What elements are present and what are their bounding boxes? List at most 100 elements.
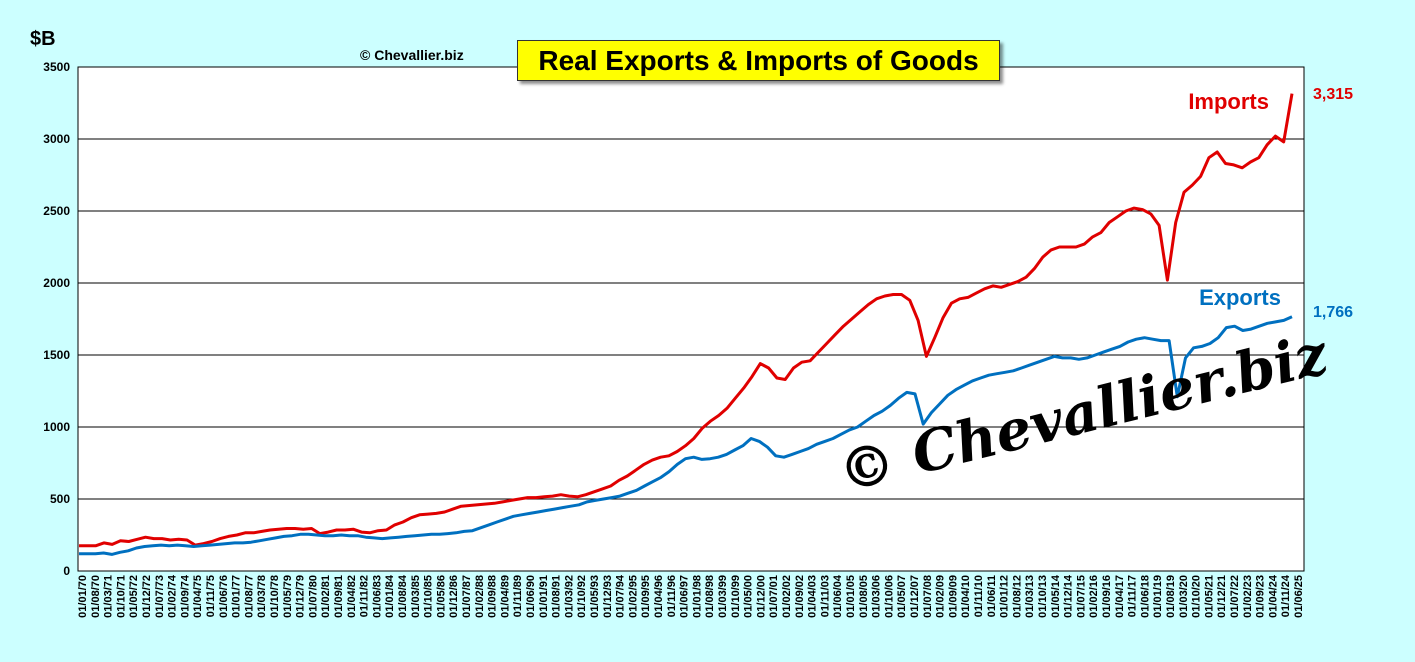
x-tick-label: 01/07/80	[307, 575, 319, 618]
x-tick-label: 01/12/86	[448, 575, 460, 618]
x-tick-label: 01/05/72	[128, 575, 140, 618]
x-tick-label: 01/04/17	[1114, 575, 1126, 618]
x-tick-label: 01/07/94	[615, 574, 627, 618]
x-tick-label: 01/03/13	[1024, 575, 1036, 618]
x-tick-label: 01/07/22	[1229, 575, 1241, 618]
x-tick-label: 01/05/79	[282, 575, 294, 618]
x-tick-label: 01/01/84	[384, 574, 396, 618]
x-tick-label: 01/12/07	[909, 575, 921, 618]
x-tick-label: 01/06/76	[218, 575, 230, 618]
x-tick-label: 01/05/86	[435, 575, 447, 618]
x-tick-label: 01/04/96	[653, 575, 665, 618]
x-tick-label: 01/06/04	[832, 574, 844, 618]
x-tick-label: 01/05/07	[896, 575, 908, 618]
x-tick-label: 01/10/13	[1037, 575, 1049, 618]
x-tick-label: 01/09/95	[640, 575, 652, 618]
x-tick-label: 01/04/75	[192, 575, 204, 618]
y-tick-label: 3500	[43, 60, 70, 74]
x-tick-label: 01/06/18	[1139, 575, 1151, 618]
x-tick-label: 01/04/03	[807, 575, 819, 618]
y-tick-label: 1000	[43, 420, 70, 434]
x-tick-label: 01/06/11	[986, 575, 998, 617]
x-tick-label: 01/01/12	[999, 575, 1011, 618]
x-tick-label: 01/04/89	[499, 575, 511, 618]
x-tick-label: 01/08/98	[704, 575, 716, 618]
x-tick-label: 01/10/06	[883, 575, 895, 618]
x-tick-label: 01/07/08	[922, 575, 934, 618]
x-tick-label: 01/08/19	[1165, 575, 1177, 618]
x-tick-label: 01/09/23	[1255, 575, 1267, 618]
x-tick-label: 01/07/15	[1075, 575, 1087, 618]
x-tick-label: 01/01/19	[1152, 575, 1164, 618]
x-tick-label: 01/07/73	[154, 575, 166, 618]
plot-area	[77, 66, 1305, 572]
x-tick-label: 01/08/70	[90, 575, 102, 618]
x-tick-label: 01/10/71	[115, 575, 127, 618]
imports-series-line	[79, 93, 1294, 548]
x-tick-label: 01/12/14	[1063, 574, 1075, 618]
x-tick-label: 01/08/84	[397, 574, 409, 618]
series-labels: Imports 3,315 Exports 1,766	[1188, 86, 1353, 321]
x-tick-label: 01/10/20	[1191, 575, 1203, 618]
x-tick-labels: 01/01/70 01/08/70 01/03/71 01/10/71 01/05/72…	[77, 574, 1305, 618]
x-tick-label: 01/03/78	[256, 575, 268, 618]
x-tick-label: 01/02/74	[167, 574, 179, 618]
x-tick-label: 01/09/16	[1101, 575, 1113, 618]
imports-legend-label: Imports	[1188, 89, 1269, 114]
x-tick-label: 01/04/24	[1267, 574, 1279, 618]
x-tick-label: 01/08/91	[551, 575, 563, 618]
x-tick-label: 01/03/99	[717, 575, 729, 618]
x-tick-label: 01/11/17	[1127, 575, 1139, 617]
x-tick-label: 01/10/78	[269, 575, 281, 618]
x-tick-label: 01/09/81	[333, 575, 345, 618]
x-tick-label: 01/12/00	[755, 575, 767, 618]
x-tick-label: 01/11/03	[819, 575, 831, 617]
x-tick-label: 01/02/88	[474, 575, 486, 618]
y-tick-label: 0	[63, 564, 70, 578]
x-tick-label: 01/03/06	[871, 575, 883, 618]
x-tick-label: 01/09/88	[487, 575, 499, 618]
x-tick-label: 01/02/09	[935, 575, 947, 618]
x-tick-label: 01/03/85	[410, 575, 422, 618]
chart-title: Real Exports & Imports of Goods	[517, 40, 1000, 81]
copyright-text: © Chevallier.biz	[360, 47, 464, 63]
x-tick-label: 01/05/14	[1050, 574, 1062, 618]
y-tick-label: 500	[50, 492, 70, 506]
x-tick-label: 01/01/91	[538, 575, 550, 618]
x-tick-label: 01/07/87	[461, 575, 473, 618]
x-tick-label: 01/12/72	[141, 575, 153, 618]
x-tick-label: 01/02/95	[627, 575, 639, 618]
exports-end-value-label: 1,766	[1313, 304, 1353, 321]
x-tick-label: 01/02/16	[1088, 575, 1100, 618]
x-tick-label: 01/02/02	[781, 575, 793, 618]
x-tick-label: 01/08/05	[858, 575, 870, 618]
exports-legend-label: Exports	[1199, 285, 1281, 310]
x-tick-label: 01/01/70	[77, 575, 89, 618]
x-tick-label: 01/06/25	[1293, 575, 1305, 618]
x-tick-label: 01/09/02	[794, 575, 806, 618]
x-tick-label: 01/09/09	[947, 575, 959, 618]
x-tick-label: 01/12/21	[1216, 575, 1228, 618]
x-tick-label: 01/11/10	[973, 575, 985, 617]
x-tick-label: 01/02/81	[320, 575, 332, 618]
x-tick-label: 01/06/83	[371, 575, 383, 618]
x-tick-label: 01/06/97	[679, 575, 691, 618]
x-tick-label: 01/05/00	[743, 575, 755, 618]
x-tick-label: 01/11/75	[205, 575, 217, 617]
y-tick-label: 1500	[43, 348, 70, 362]
x-tick-label: 01/12/93	[602, 575, 614, 618]
x-tick-label: 01/05/93	[589, 575, 601, 618]
x-tick-label: 01/03/92	[563, 575, 575, 618]
y-tick-label: 3000	[43, 132, 70, 146]
imports-end-value-label: 3,315	[1313, 86, 1353, 103]
x-tick-label: 01/11/24	[1280, 574, 1292, 617]
y-tick-labels: 0 500 1000 1500 2000 2500 3000 3500	[43, 60, 70, 578]
x-tick-label: 01/10/85	[423, 575, 435, 618]
x-tick-label: 01/11/96	[666, 575, 678, 617]
y-tick-label: 2000	[43, 276, 70, 290]
x-tick-label: 01/03/71	[103, 575, 115, 618]
x-tick-label: 01/07/01	[768, 575, 780, 618]
x-tick-label: 01/01/77	[231, 575, 243, 618]
x-tick-label: 01/04/82	[346, 575, 358, 618]
